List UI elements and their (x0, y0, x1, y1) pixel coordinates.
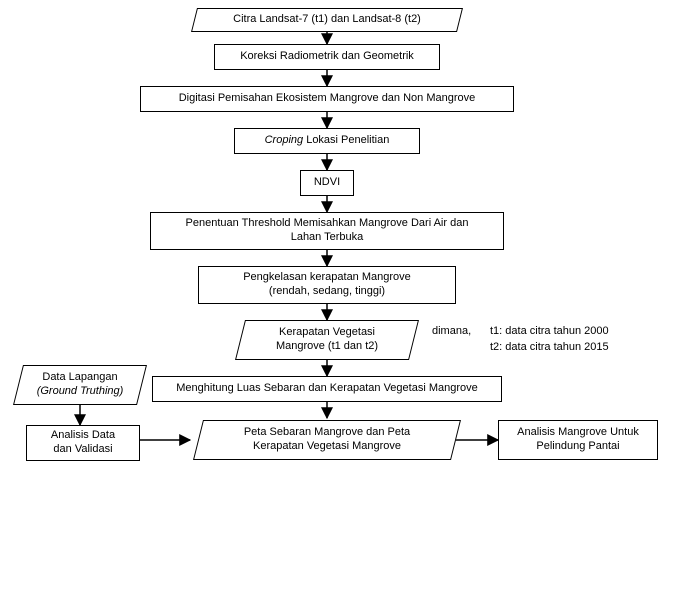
note-t1: t1: data citra tahun 2000 (490, 324, 609, 339)
note-where: dimana, (432, 324, 471, 339)
node-label: Analisis Mangrove UntukPelindung Pantai (517, 426, 639, 454)
node-label: Kerapatan VegetasiMangrove (t1 dan t2) (276, 326, 378, 354)
node-label: Croping Lokasi Penelitian (265, 134, 390, 148)
node-digitasi: Digitasi Pemisahan Ekosistem Mangrove da… (140, 86, 514, 112)
node-label: Digitasi Pemisahan Ekosistem Mangrove da… (179, 92, 476, 106)
node-label: Penentuan Threshold Memisahkan Mangrove … (186, 217, 469, 245)
node-analisis-validasi: Analisis Datadan Validasi (26, 425, 140, 461)
node-label: Data Lapangan(Ground Truthing) (37, 371, 124, 399)
node-label: Menghitung Luas Sebaran dan Kerapatan Ve… (176, 382, 478, 396)
node-label: Pengkelasan kerapatan Mangrove(rendah, s… (243, 271, 411, 299)
node-label: Citra Landsat-7 (t1) dan Landsat-8 (t2) (233, 13, 421, 27)
node-kelas: Pengkelasan kerapatan Mangrove(rendah, s… (198, 266, 456, 304)
note-t2: t2: data citra tahun 2015 (490, 340, 609, 355)
node-threshold: Penentuan Threshold Memisahkan Mangrove … (150, 212, 504, 250)
node-label: NDVI (314, 176, 340, 190)
node-label: Koreksi Radiometrik dan Geometrik (240, 50, 414, 64)
node-analisis-pelindung: Analisis Mangrove UntukPelindung Pantai (498, 420, 658, 460)
node-croping: Croping Lokasi Penelitian (234, 128, 420, 154)
node-kerapatan-io: Kerapatan VegetasiMangrove (t1 dan t2) (240, 320, 414, 360)
node-ndvi: NDVI (300, 170, 354, 196)
node-koreksi: Koreksi Radiometrik dan Geometrik (214, 44, 440, 70)
node-label: Peta Sebaran Mangrove dan PetaKerapatan … (244, 426, 410, 454)
node-ground-truthing: Data Lapangan(Ground Truthing) (18, 365, 142, 405)
node-hitung-luas: Menghitung Luas Sebaran dan Kerapatan Ve… (152, 376, 502, 402)
node-peta-io: Peta Sebaran Mangrove dan PetaKerapatan … (198, 420, 456, 460)
flowchart-canvas: Citra Landsat-7 (t1) dan Landsat-8 (t2) … (0, 0, 675, 595)
node-input-citra: Citra Landsat-7 (t1) dan Landsat-8 (t2) (194, 8, 460, 32)
node-label: Analisis Datadan Validasi (51, 429, 115, 457)
